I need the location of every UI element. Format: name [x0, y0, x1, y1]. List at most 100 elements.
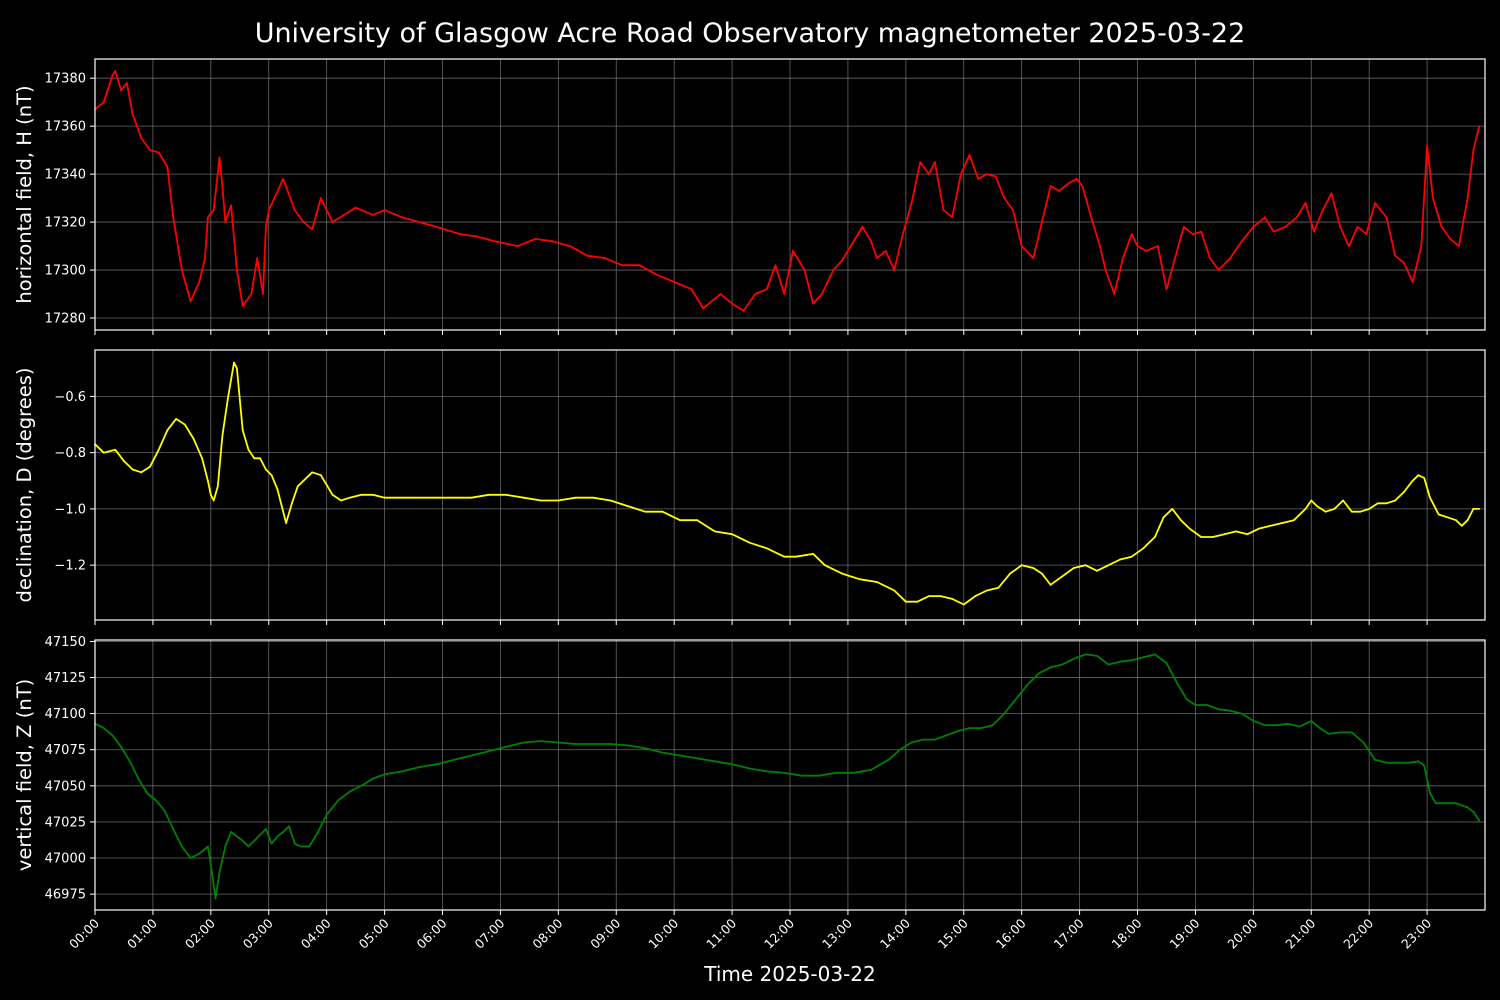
data-point	[264, 225, 267, 228]
data-point	[435, 763, 438, 766]
data-point	[875, 257, 878, 259]
data-point	[800, 774, 803, 777]
data-point	[198, 281, 201, 283]
data-point	[644, 747, 647, 750]
data-point	[163, 809, 166, 812]
data-point	[123, 460, 125, 462]
data-point	[166, 429, 169, 432]
data-point	[189, 300, 192, 303]
data-point	[586, 254, 589, 257]
data-point	[1009, 572, 1011, 575]
data-point	[609, 743, 612, 745]
data-point	[1394, 254, 1397, 257]
data-point	[1287, 722, 1289, 725]
data-point	[267, 209, 270, 211]
data-point	[224, 845, 227, 848]
data-point	[276, 835, 279, 838]
data-point	[1295, 216, 1298, 219]
y-tick-label: 17340	[45, 168, 86, 183]
data-point	[962, 603, 965, 606]
data-point	[1385, 216, 1388, 219]
data-point	[951, 216, 954, 219]
data-point	[157, 151, 160, 154]
data-point	[218, 156, 221, 159]
data-point	[1038, 672, 1040, 675]
data-point	[1122, 257, 1124, 259]
y-tick-label: −0.6	[54, 390, 86, 405]
data-point	[1252, 719, 1255, 722]
data-point	[1084, 653, 1087, 656]
data-point	[180, 845, 183, 848]
data-point	[1206, 704, 1208, 706]
data-point	[1188, 527, 1191, 530]
data-point	[102, 727, 105, 729]
data-point	[401, 496, 403, 499]
data-point	[1229, 709, 1232, 712]
y-tick-label: 47000	[45, 852, 86, 867]
data-point	[812, 302, 815, 305]
data-point	[1081, 185, 1084, 188]
data-point	[1339, 225, 1342, 228]
data-point	[337, 799, 340, 802]
data-point	[114, 70, 117, 72]
y-tick-label: 47100	[45, 707, 86, 722]
data-point	[893, 589, 896, 592]
data-point	[214, 897, 217, 900]
data-point	[120, 745, 122, 748]
data-point	[383, 209, 386, 211]
data-point	[1130, 233, 1133, 235]
data-point	[348, 496, 351, 499]
data-point	[435, 496, 438, 499]
data-point	[102, 101, 105, 104]
data-point	[621, 264, 623, 267]
data-point	[1359, 510, 1362, 513]
data-point	[235, 269, 238, 271]
panel-d: −0.6 −0.8 −1.0 −1.2 declination, D (degrees)	[13, 349, 1486, 625]
data-point	[1269, 524, 1272, 527]
data-point	[331, 221, 334, 223]
data-point	[1165, 288, 1168, 291]
data-point	[360, 493, 363, 496]
data-point	[241, 429, 244, 432]
data-point	[183, 423, 186, 426]
data-point	[285, 522, 288, 524]
data-point	[1455, 802, 1457, 805]
y-axis-title: vertical field, Z (nT)	[13, 679, 36, 871]
series-line-d	[94, 361, 1480, 606]
data-point	[157, 448, 160, 451]
data-point	[1200, 536, 1203, 538]
data-point	[1240, 712, 1243, 715]
data-point	[487, 493, 490, 496]
data-point	[1194, 704, 1197, 706]
data-point	[1130, 659, 1133, 662]
data-point	[1466, 806, 1469, 809]
data-point	[661, 510, 664, 513]
data-point	[476, 235, 479, 238]
data-point	[1165, 662, 1168, 665]
data-point	[852, 771, 855, 774]
data-point	[919, 161, 922, 164]
data-point	[470, 754, 473, 757]
data-point	[884, 249, 887, 252]
data-point	[340, 499, 343, 502]
data-point	[870, 240, 872, 243]
data-point	[372, 213, 374, 216]
data-point	[1472, 508, 1475, 510]
data-point	[233, 361, 235, 364]
data-point	[696, 519, 699, 522]
data-point	[1403, 261, 1405, 264]
axes-frame	[94, 58, 1486, 331]
data-point	[401, 216, 403, 219]
data-point	[902, 233, 904, 235]
data-point	[1376, 502, 1379, 505]
data-point	[230, 831, 233, 833]
data-point	[1049, 666, 1052, 669]
data-point	[175, 418, 177, 420]
data-point	[626, 505, 629, 507]
y-tick-label: 17280	[45, 312, 86, 327]
data-point	[609, 499, 612, 502]
data-point	[1321, 209, 1324, 211]
data-point	[1342, 499, 1345, 502]
data-point	[748, 767, 751, 770]
data-point	[241, 305, 244, 307]
